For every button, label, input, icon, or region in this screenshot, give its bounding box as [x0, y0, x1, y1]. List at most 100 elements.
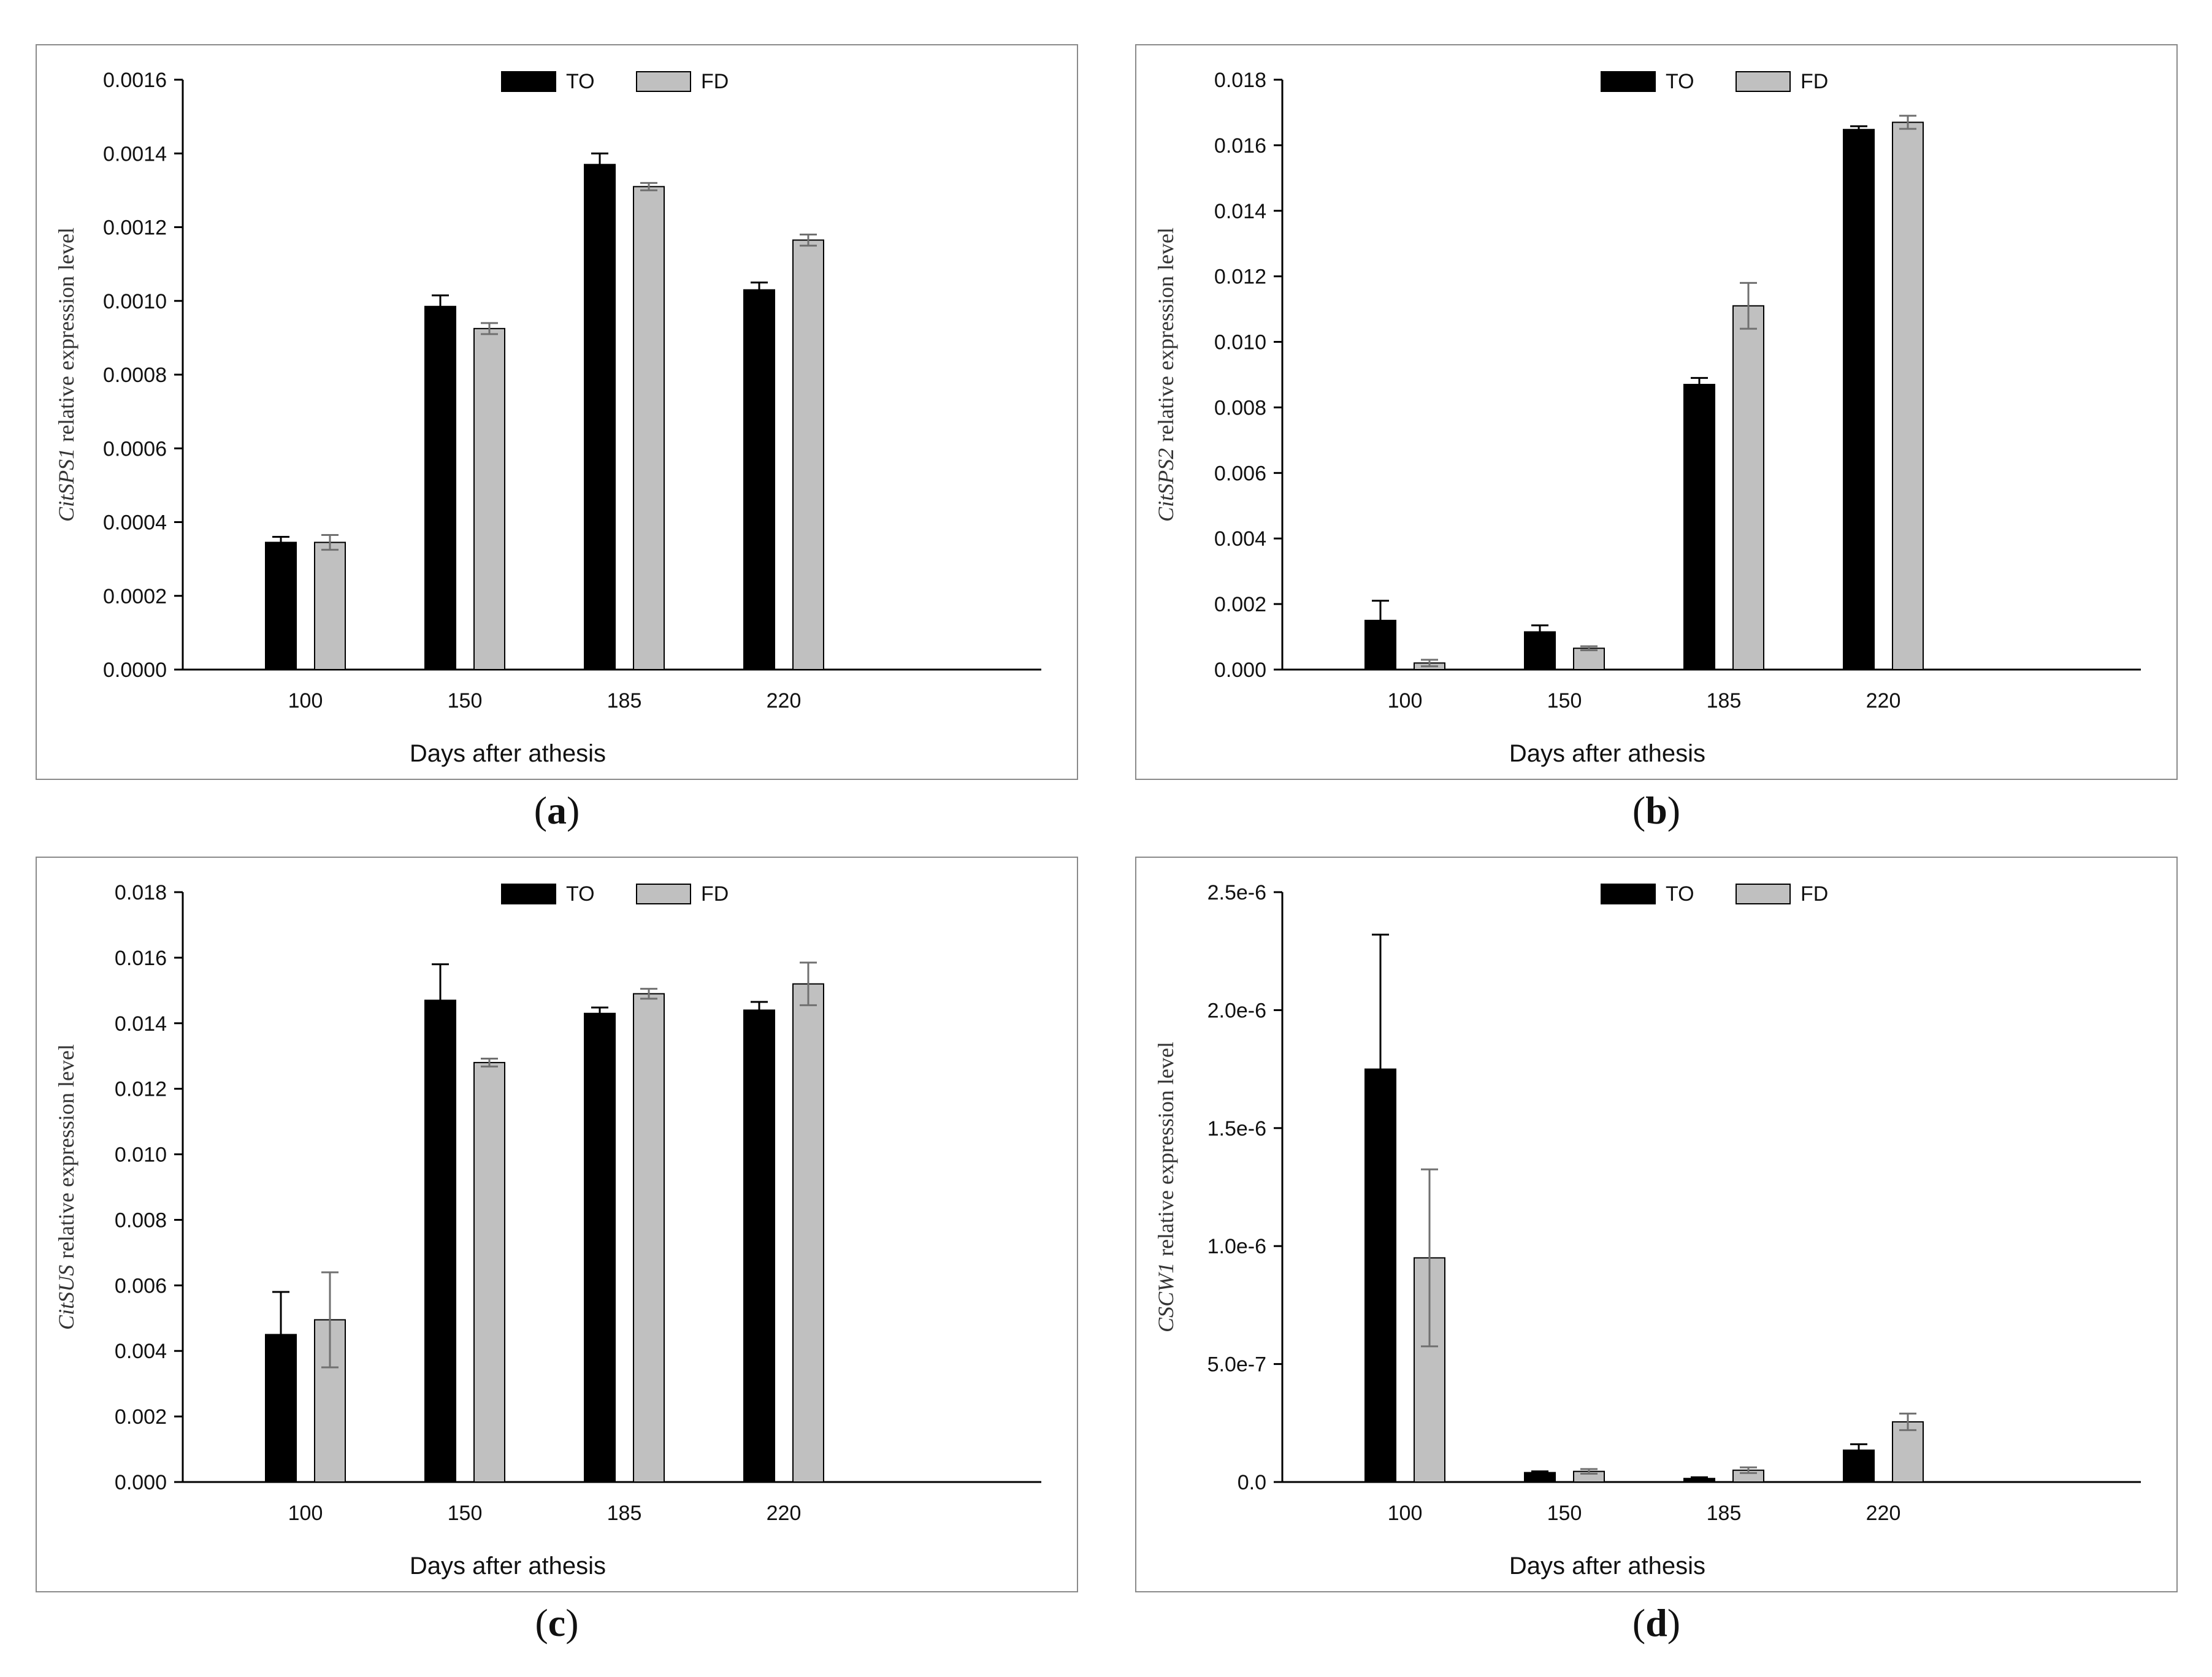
bar-FD-185 — [633, 186, 665, 671]
caption-label-d: d — [1645, 1601, 1667, 1645]
y-tick-label: 2.0e-6 — [1207, 999, 1266, 1022]
x-tick-label: 220 — [1866, 1502, 1901, 1525]
y-axis-title-space — [53, 1259, 78, 1265]
x-tick-label: 220 — [1866, 689, 1901, 712]
chart-panel-a: 0.0000 0.0002 0.0004 0.0006 0.0008 0.0010 0.00… — [36, 44, 1078, 780]
y-axis-title-gene: CSCW1 — [1154, 1263, 1178, 1332]
legend-label-FD: FD — [1801, 882, 1828, 906]
y-tick-label: 0.004 — [115, 1340, 167, 1363]
bar-FD-220 — [792, 983, 824, 1483]
bar-TO-220 — [743, 1009, 775, 1483]
y-tick-label: 0.010 — [1214, 331, 1266, 354]
bar-FD-185 — [1732, 305, 1764, 670]
caption-label-b: b — [1645, 789, 1667, 832]
y-tick-label: 0.006 — [115, 1274, 167, 1297]
y-axis-title: CitSUS relative expression level — [53, 1044, 78, 1330]
y-tick-label: 0.014 — [1214, 200, 1266, 223]
x-axis-title: Days after athesis — [410, 1553, 606, 1580]
y-tick-label: 0.0000 — [103, 659, 167, 682]
y-tick-label: 0.016 — [1214, 134, 1266, 158]
bar-TO-100 — [265, 541, 297, 670]
caption-d: (d) — [1632, 1601, 1681, 1645]
y-tick-label: 0.0014 — [103, 142, 167, 166]
y-tick-label: 0.018 — [1214, 69, 1266, 92]
bar-FD-220 — [1892, 121, 1924, 670]
y-tick-label: 0.0010 — [103, 290, 167, 313]
x-tick-label: 185 — [1707, 689, 1742, 712]
chart-panel-b: 0.000 0.002 0.004 0.006 0.008 0.010 0.012 0.014… — [1135, 44, 2178, 780]
legend-swatch-FD — [1736, 71, 1791, 92]
legend-label-TO: TO — [1666, 882, 1694, 906]
legend-label-FD: FD — [1801, 70, 1828, 93]
x-tick-label: 185 — [607, 689, 642, 712]
y-tick-label: 0.0004 — [103, 511, 167, 535]
legend-swatch-FD — [1736, 884, 1791, 904]
caption-label-a: a — [547, 789, 567, 832]
y-tick-label: 0.012 — [1214, 265, 1266, 289]
chart-panel-c: 0.000 0.002 0.004 0.006 0.008 0.010 0.012 0.014… — [36, 857, 1078, 1592]
x-tick-label: 220 — [767, 689, 802, 712]
y-tick-label: 0.008 — [115, 1209, 167, 1232]
caption-c: (c) — [535, 1601, 579, 1645]
y-tick-label: 2.5e-6 — [1207, 881, 1266, 904]
y-axis-title-text: relative expression level — [1154, 227, 1178, 442]
bar-FD-185 — [633, 993, 665, 1483]
bar-TO-220 — [1843, 129, 1875, 671]
x-tick-label: 150 — [448, 689, 483, 712]
y-axis-title: CSCW1 relative expression level — [1153, 1042, 1178, 1332]
y-tick-label: 0.012 — [115, 1078, 167, 1101]
x-axis-title: Days after athesis — [1509, 1553, 1705, 1580]
y-axis-title-text: relative expression level — [54, 227, 78, 442]
caption-label-c: c — [548, 1601, 566, 1645]
x-tick-label: 150 — [1547, 689, 1582, 712]
legend-label-TO: TO — [566, 882, 595, 906]
x-tick-label: 100 — [288, 689, 323, 712]
bar-chart-c: 0.000 0.002 0.004 0.006 0.008 0.010 0.012 0.014… — [53, 881, 1041, 1580]
bar-TO-220 — [743, 289, 775, 670]
x-tick-label: 100 — [288, 1502, 323, 1525]
x-tick-label: 150 — [448, 1502, 483, 1525]
bar-TO-150 — [424, 305, 456, 670]
y-axis-title-space — [53, 442, 78, 448]
y-tick-label: 0.000 — [115, 1471, 167, 1494]
x-tick-label: 220 — [767, 1502, 802, 1525]
y-tick-label: 0.0016 — [103, 69, 167, 92]
y-tick-label: 0.002 — [115, 1405, 167, 1429]
legend-label-FD: FD — [701, 70, 729, 93]
bar-FD-150 — [473, 1061, 505, 1483]
bar-FD-220 — [792, 239, 824, 670]
legend-swatch-TO — [1601, 71, 1656, 92]
legend-swatch-TO — [501, 71, 556, 92]
y-axis-title-text: relative expression level — [1154, 1042, 1178, 1256]
y-tick-label: 0.0006 — [103, 437, 167, 460]
bar-FD-100 — [314, 541, 346, 670]
y-axis-title-space — [1153, 442, 1178, 448]
y-tick-label: 0.0008 — [103, 364, 167, 387]
x-axis-title: Days after athesis — [1509, 740, 1705, 767]
y-tick-label: 0.008 — [1214, 396, 1266, 419]
legend-swatch-FD — [636, 71, 691, 92]
y-tick-label: 0.004 — [1214, 527, 1266, 551]
legend-swatch-TO — [1601, 884, 1656, 904]
bar-FD-220 — [1892, 1421, 1924, 1483]
y-tick-label: 0.014 — [115, 1012, 167, 1036]
legend-swatch-TO — [501, 884, 556, 904]
x-tick-label: 150 — [1547, 1502, 1582, 1525]
y-tick-label: 0.006 — [1214, 462, 1266, 485]
x-tick-label: 185 — [607, 1502, 642, 1525]
y-axis-title-gene: CitSPS2 — [1154, 448, 1178, 522]
y-tick-label: 0.0002 — [103, 585, 167, 608]
y-axis-title-gene: CitSPS1 — [54, 448, 78, 522]
bar-chart-a: 0.0000 0.0002 0.0004 0.0006 0.0008 0.0010 0.00… — [53, 69, 1041, 767]
bar-chart-d: 0.0 5.0e-7 1.0e-6 1.5e-6 2.0e-6 2.5e-6 100 150 1… — [1153, 881, 2141, 1580]
legend-swatch-FD — [636, 884, 691, 904]
y-tick-label: 0.010 — [115, 1144, 167, 1167]
y-tick-label: 0.000 — [1214, 659, 1266, 682]
bar-TO-150 — [424, 999, 456, 1483]
bar-chart-b: 0.000 0.002 0.004 0.006 0.008 0.010 0.012 0.014… — [1153, 69, 2141, 767]
y-tick-label: 0.0012 — [103, 216, 167, 240]
panel-frame — [1135, 44, 2178, 780]
y-tick-label: 0.018 — [115, 881, 167, 904]
panel-frame — [1135, 857, 2178, 1592]
x-axis-title: Days after athesis — [410, 740, 606, 767]
